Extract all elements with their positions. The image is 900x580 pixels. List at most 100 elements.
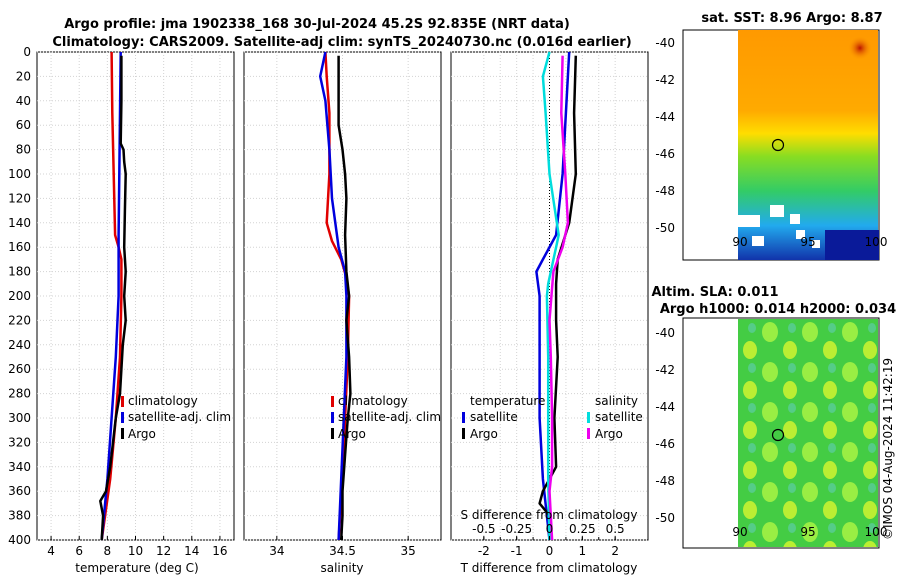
salinity-x-label: salinity: [320, 561, 363, 575]
series-line-s-argo: [548, 55, 570, 541]
series-line-s-satellite: [541, 51, 560, 541]
depth-tick-label: 340: [8, 460, 31, 474]
x-tick-label: 35: [401, 544, 416, 558]
legend-swatch-satellite: [331, 412, 334, 423]
cloud-gap: [812, 240, 820, 248]
legend-label-argo: Argo: [128, 427, 156, 441]
map-lat-tick: -50: [655, 221, 675, 235]
salinity-panel: 34 34.5 35 salinity climatology satellite-…: [243, 51, 442, 575]
depth-tick-label: 100: [8, 167, 31, 181]
legend-swatch-climatology: [331, 396, 334, 407]
map-lat-tick: -48: [655, 184, 675, 198]
temperature-x-label: temperature (deg C): [75, 561, 198, 575]
top-tick-label: -0.25: [501, 522, 532, 536]
legend-label-t-satellite: satellite: [470, 410, 518, 424]
map-lat-tick: -42: [655, 73, 675, 87]
sst-map-title: sat. SST: 8.96 Argo: 8.87: [701, 11, 882, 26]
legend-label-argo: Argo: [338, 427, 366, 441]
legend-swatch-argo: [331, 428, 334, 439]
x-tick-label: 34: [269, 544, 284, 558]
depth-tick-label: 40: [16, 94, 31, 108]
depth-tick-label: 200: [8, 289, 31, 303]
series-line-argo: [99, 55, 127, 541]
map-lon-tick: 100: [865, 525, 888, 539]
x-tick-label: 14: [184, 544, 199, 558]
legend-label-climatology: climatology: [128, 394, 198, 408]
sla-map-title-line2: Argo h1000: 0.014 h2000: 0.034: [660, 302, 896, 317]
map-lat-tick: -46: [655, 147, 675, 161]
sst-cold-patch: [825, 230, 879, 260]
x-tick-label: 8: [104, 544, 112, 558]
cloud-gap: [796, 230, 805, 239]
map-lat-tick: -44: [655, 110, 675, 124]
x-tick-label: 2: [611, 544, 619, 558]
x-tick-label: -2: [478, 544, 490, 558]
map-lon-tick: 95: [800, 235, 815, 249]
depth-tick-label: 60: [16, 118, 31, 132]
map-lat-tick: -40: [655, 326, 675, 340]
series-line-satellite-adj-clim: [318, 51, 348, 541]
legend-swatch-satellite: [121, 412, 124, 423]
x-tick-label: -1: [511, 544, 523, 558]
legend-swatch-climatology: [121, 396, 124, 407]
top-tick-label: 0: [546, 522, 554, 536]
depth-tick-label: 300: [8, 411, 31, 425]
x-tick-label: 12: [156, 544, 171, 558]
series-line-argo: [337, 55, 352, 541]
sla-map: Altim. SLA: 0.011 Argo h1000: 0.014 h200…: [652, 285, 896, 549]
legend-swatch-s-argo: [587, 428, 590, 439]
map-lon-tick: 95: [800, 525, 815, 539]
temperature-panel: 4 6 8 10 12 14 16 0 20 40 60 80 100 120 140 160 180 200 2…: [8, 45, 235, 575]
sst-cloud-gaps: [738, 205, 820, 248]
salinity-legend: climatology satellite-adj. clim Argo: [331, 394, 441, 441]
depth-tick-label: 220: [8, 313, 31, 327]
x-tick-label: 1: [579, 544, 587, 558]
x-tick-label: 6: [75, 544, 83, 558]
x-tick-label: 0: [546, 544, 554, 558]
temperature-legend: climatology satellite-adj. clim Argo: [121, 394, 231, 441]
depth-tick-label: 400: [8, 533, 31, 547]
legend-swatch-t-argo: [462, 428, 465, 439]
figure-title-line1: Argo profile: jma 1902338_168 30-Jul-202…: [64, 17, 570, 32]
sst-warm-patch: [848, 36, 872, 60]
depth-tick-label: 260: [8, 362, 31, 376]
sst-field: [738, 30, 878, 260]
legend-swatch-s-satellite: [587, 412, 590, 423]
depth-tick-label: 160: [8, 240, 31, 254]
map-lat-tick: -48: [655, 474, 675, 488]
difference-x-label: T difference from climatology: [460, 561, 638, 575]
argo-float-marker-sst: [771, 138, 785, 152]
series-line-t-argo: [538, 55, 578, 540]
map-lat-tick: -50: [655, 511, 675, 525]
legend-swatch-t-satellite: [462, 412, 465, 423]
s-difference-label: S difference from climatology: [461, 508, 638, 522]
map-lat-tick: -40: [655, 36, 675, 50]
depth-tick-label: 140: [8, 216, 31, 230]
legend-label-satellite: satellite-adj. clim: [128, 410, 231, 424]
map-lon-tick: 90: [732, 235, 747, 249]
x-tick-label: 10: [128, 544, 143, 558]
cloud-gap: [790, 214, 800, 224]
top-tick-label: -0.5: [472, 522, 495, 536]
legend-label-s-argo: Argo: [595, 427, 623, 441]
depth-tick-label: 280: [8, 387, 31, 401]
depth-tick-label: 360: [8, 484, 31, 498]
depth-tick-label: 240: [8, 338, 31, 352]
cloud-gap: [738, 215, 760, 227]
depth-tick-label: 20: [16, 69, 31, 83]
map-lon-tick: 100: [865, 235, 888, 249]
depth-tick-label: 320: [8, 435, 31, 449]
legend-label-s-satellite: satellite: [595, 410, 643, 424]
cloud-gap: [752, 236, 764, 246]
x-tick-label: 34.5: [329, 544, 356, 558]
map-lat-tick: -42: [655, 363, 675, 377]
x-tick-label: 4: [47, 544, 55, 558]
map-lat-tick: -44: [655, 400, 675, 414]
imos-credit: ©IMOS 04-Aug-2024 11:42:19: [881, 358, 895, 540]
legend-label-t-argo: Argo: [470, 427, 498, 441]
difference-legend: temperature satellite Argo salinity sate…: [462, 394, 643, 441]
difference-panel: -2 -1 0 1 2 -0.5 -0.25 0 0.25 0.5 T difference f…: [450, 51, 649, 575]
cloud-gap: [770, 205, 784, 217]
depth-tick-label: 380: [8, 509, 31, 523]
